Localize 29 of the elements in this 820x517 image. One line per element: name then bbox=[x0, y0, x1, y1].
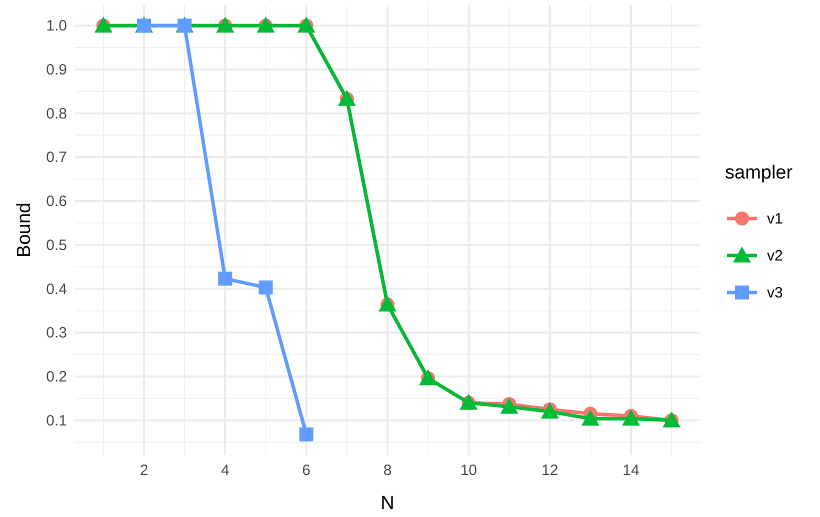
y-tick-label: 0.9 bbox=[46, 61, 67, 78]
point bbox=[540, 402, 559, 419]
y-axis-title: Bound bbox=[14, 202, 35, 258]
y-tick-label: 0.3 bbox=[46, 324, 67, 342]
legend-label: v3 bbox=[767, 284, 783, 302]
point bbox=[258, 280, 273, 294]
x-tick-label: 14 bbox=[622, 462, 640, 479]
point bbox=[581, 410, 600, 426]
x-tick-label: 2 bbox=[140, 462, 148, 479]
point bbox=[218, 272, 232, 286]
legend-label: v2 bbox=[767, 248, 783, 264]
legend-label: v1 bbox=[767, 210, 783, 228]
legend-title: sampler bbox=[725, 162, 794, 184]
y-tick-label: 0.7 bbox=[46, 149, 67, 166]
x-tick-label: 12 bbox=[541, 462, 558, 479]
x-tick-label: 6 bbox=[302, 462, 311, 479]
x-tick-label: 4 bbox=[220, 462, 230, 479]
x-axis-title: N bbox=[380, 493, 394, 514]
x-tick-label: 10 bbox=[460, 462, 478, 479]
y-tick-label: 0.1 bbox=[46, 412, 67, 430]
y-tick-label: 0.8 bbox=[46, 105, 67, 122]
y-tick-label: 0.2 bbox=[46, 368, 67, 386]
point bbox=[299, 427, 314, 442]
y-tick-label: 0.5 bbox=[46, 236, 67, 254]
y-tick-label: 1.0 bbox=[46, 18, 67, 35]
x-tick-label: 8 bbox=[383, 462, 392, 479]
y-tick-label: 0.6 bbox=[46, 193, 67, 210]
point bbox=[622, 410, 640, 426]
y-tick-label: 0.4 bbox=[46, 280, 67, 298]
